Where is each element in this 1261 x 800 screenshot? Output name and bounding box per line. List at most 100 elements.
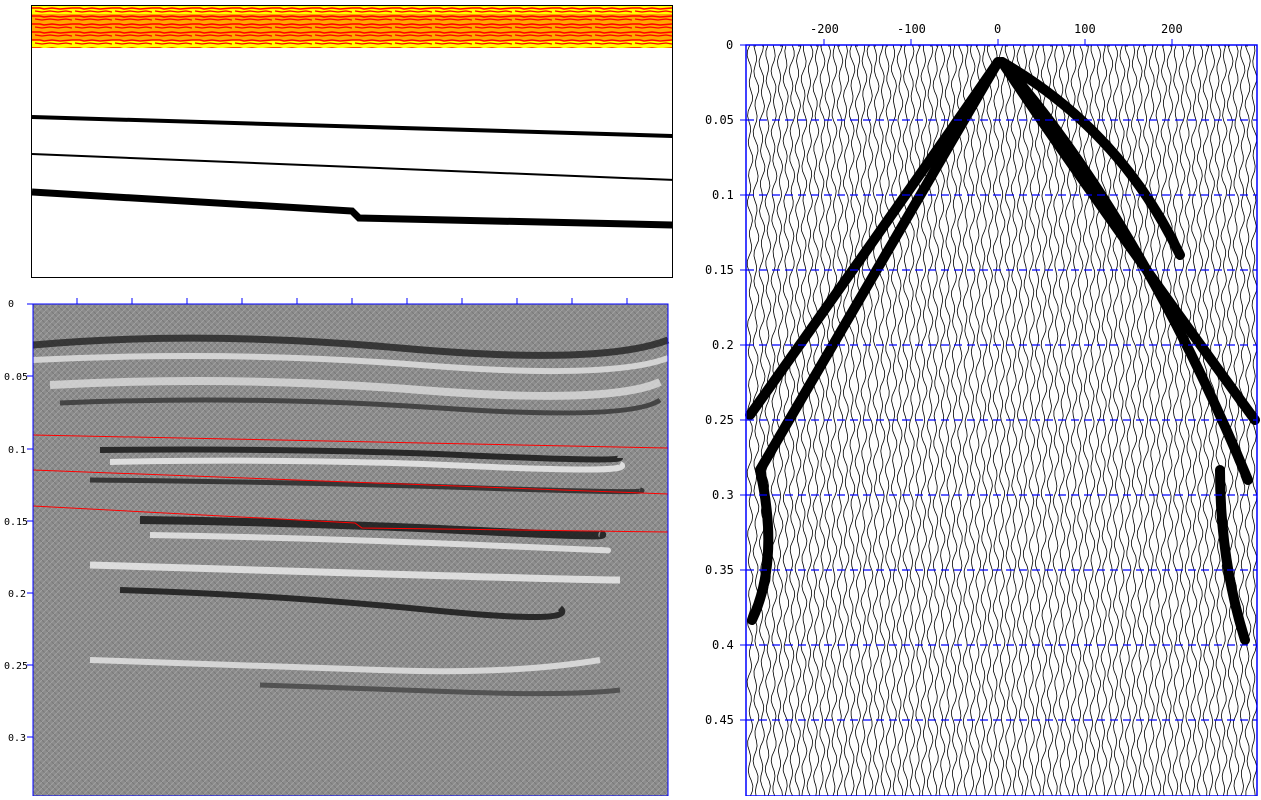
trace xyxy=(1106,45,1114,797)
trace xyxy=(842,45,850,797)
trace xyxy=(1154,45,1162,797)
trace xyxy=(1004,45,1012,797)
trace xyxy=(794,45,802,797)
trace xyxy=(1190,45,1198,797)
trace xyxy=(1022,45,1030,797)
trace xyxy=(1166,45,1174,797)
overlay-line-3 xyxy=(32,505,669,533)
trace xyxy=(1100,45,1108,797)
trace xyxy=(950,45,958,797)
trace xyxy=(824,45,832,797)
trace xyxy=(770,45,778,797)
gather-ytick-0: 0 xyxy=(726,38,733,52)
seismic-section-svg: 0 0.05 0.1 0.15 0.2 0.25 0.3 xyxy=(4,298,670,797)
trace xyxy=(1148,45,1156,797)
seismic-section-panel: 0 0.05 0.1 0.15 0.2 0.25 0.3 xyxy=(0,290,672,797)
trace xyxy=(818,45,826,797)
trace xyxy=(1208,45,1216,797)
gather-xtick-0: 0 xyxy=(994,22,1001,36)
trace xyxy=(1130,45,1138,797)
trace xyxy=(890,45,898,797)
section-ytick-0.05: 0.05 xyxy=(4,372,28,383)
trace xyxy=(1226,45,1234,797)
trace xyxy=(998,45,1006,797)
section-ytick-0.25: 0.25 xyxy=(4,661,28,672)
trace xyxy=(1094,45,1102,797)
trace xyxy=(806,45,814,797)
horizon-line-1 xyxy=(32,115,672,138)
horizon-model-panel xyxy=(31,5,673,278)
trace xyxy=(1142,45,1150,797)
trace xyxy=(1088,45,1096,797)
trace xyxy=(812,45,820,797)
section-ytick-0.15: 0.15 xyxy=(4,517,28,528)
shot-gather-svg: -200 -100 0 100 200 0 0.05 0.1 0.15 0.2 … xyxy=(705,22,1260,797)
section-ytick-0: 0 xyxy=(8,299,14,310)
section-ytick-0.3: 0.3 xyxy=(8,733,26,744)
trace xyxy=(1136,45,1144,797)
gather-xtick-100: 100 xyxy=(1074,22,1096,36)
moveout-events xyxy=(745,57,1260,645)
gather-ytick-0.15: 0.15 xyxy=(705,263,734,277)
trace xyxy=(902,45,910,797)
gather-ytick-0.2: 0.2 xyxy=(712,338,734,352)
trace xyxy=(914,45,922,797)
trace xyxy=(872,45,880,797)
trace xyxy=(1178,45,1186,797)
gather-ytick-0.35: 0.35 xyxy=(705,563,734,577)
trace xyxy=(860,45,868,797)
horizon-model-svg xyxy=(32,6,672,229)
trace xyxy=(908,45,916,797)
trace xyxy=(758,45,766,797)
horizon-line-3 xyxy=(32,188,672,229)
trace xyxy=(746,45,754,797)
trace xyxy=(836,45,844,797)
trace xyxy=(992,45,1000,797)
wiggle-traces xyxy=(746,45,1258,797)
trace xyxy=(1124,45,1132,797)
gather-gridlines xyxy=(746,119,1257,721)
trace xyxy=(1052,45,1060,797)
gather-ytick-0.1: 0.1 xyxy=(712,188,734,202)
gather-xtick--100: -100 xyxy=(897,22,926,36)
trace xyxy=(956,45,964,797)
trace xyxy=(974,45,982,797)
section-ytick-0.1: 0.1 xyxy=(8,445,26,456)
trace xyxy=(776,45,784,797)
trace xyxy=(830,45,838,797)
trace xyxy=(962,45,970,797)
trace xyxy=(1232,45,1240,797)
trace xyxy=(848,45,856,797)
shot-gather-panel: -200 -100 0 100 200 0 0.05 0.1 0.15 0.2 … xyxy=(700,0,1261,797)
trace xyxy=(1040,45,1048,797)
trace xyxy=(854,45,862,797)
gather-xtick-200: 200 xyxy=(1161,22,1183,36)
trace xyxy=(1184,45,1192,797)
trace xyxy=(980,45,988,797)
gather-ytick-0.45: 0.45 xyxy=(705,713,734,727)
horizon-line-2 xyxy=(32,153,672,181)
trace xyxy=(884,45,892,797)
colored-band xyxy=(32,6,672,48)
trace xyxy=(1238,45,1246,797)
trace xyxy=(1172,45,1180,797)
trace xyxy=(1082,45,1090,797)
trace xyxy=(866,45,874,797)
trace xyxy=(764,45,772,797)
trace xyxy=(1058,45,1066,797)
trace xyxy=(800,45,808,797)
trace xyxy=(1196,45,1204,797)
overlay-line-2 xyxy=(32,469,669,495)
trace xyxy=(1028,45,1036,797)
trace xyxy=(986,45,994,797)
trace xyxy=(1010,45,1018,797)
trace xyxy=(968,45,976,797)
gather-ytick-0.3: 0.3 xyxy=(712,488,734,502)
section-ytick-0.2: 0.2 xyxy=(8,589,26,600)
trace xyxy=(1160,45,1168,797)
trace xyxy=(944,45,952,797)
gather-ytick-0.4: 0.4 xyxy=(712,638,734,652)
trace xyxy=(1202,45,1210,797)
trace xyxy=(1034,45,1042,797)
gather-ytick-0.05: 0.05 xyxy=(705,113,734,127)
